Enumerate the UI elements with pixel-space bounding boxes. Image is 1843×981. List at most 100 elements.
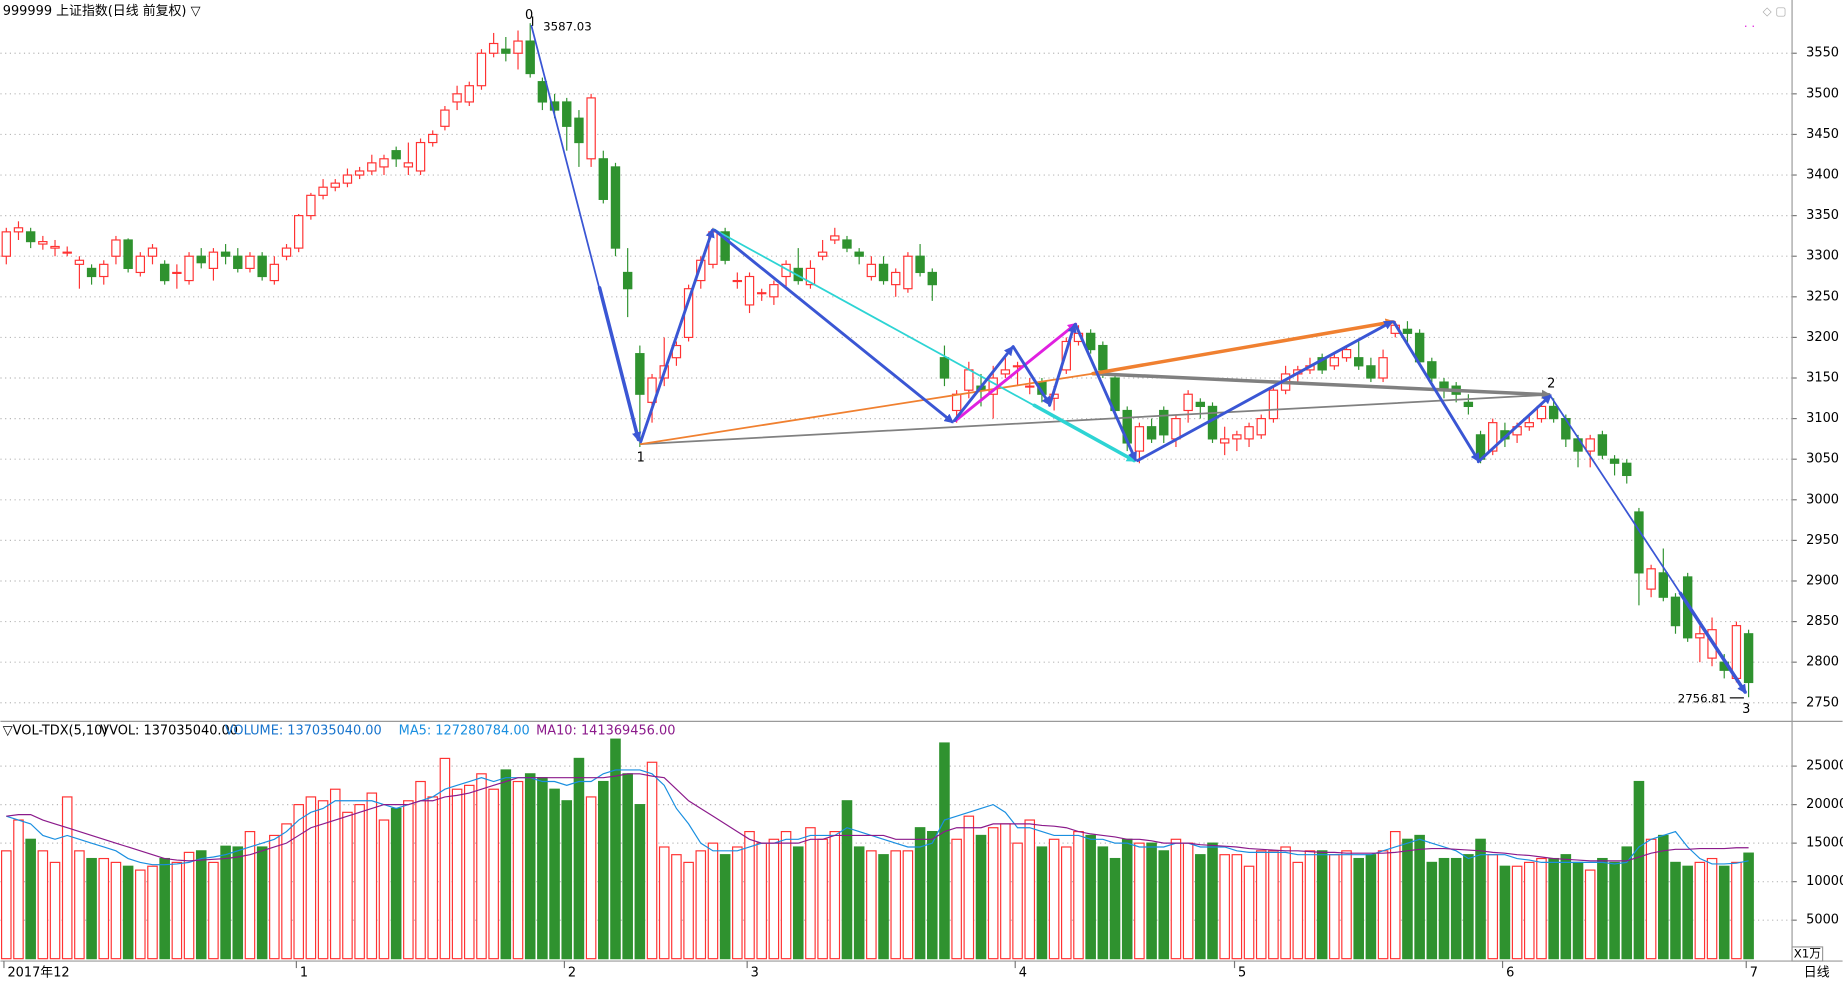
volume-bar	[792, 846, 804, 960]
volume-bar	[1560, 854, 1572, 960]
candle-body	[196, 255, 206, 264]
legend-entry: MA5: 127280784.00	[399, 723, 530, 738]
candle-body	[1085, 332, 1096, 351]
volume-bar	[403, 800, 414, 960]
volume-bar	[220, 845, 231, 960]
candle-body	[525, 40, 535, 75]
trend-line	[639, 393, 1550, 445]
candle-body	[1098, 344, 1108, 371]
volume-bar	[159, 857, 170, 960]
candle-body	[1000, 369, 1011, 375]
y-tick-label: 2800	[1806, 655, 1839, 670]
candle-body	[147, 247, 158, 257]
volume-bar	[390, 807, 402, 960]
volume-bar	[1048, 838, 1060, 960]
candle-body	[306, 194, 316, 217]
volume-bar	[281, 823, 292, 960]
volume-bar	[1170, 838, 1182, 960]
volume-bar	[1426, 861, 1438, 960]
volume-bar	[37, 850, 49, 960]
volume-bar	[951, 838, 962, 960]
volume-bar	[1109, 857, 1121, 960]
candle-body	[294, 215, 304, 249]
volume-bar	[1402, 838, 1413, 960]
volume-bar	[1450, 857, 1462, 960]
y-tick-label: 3000	[1806, 492, 1839, 507]
candle-body	[1658, 572, 1669, 598]
window-icons[interactable]: ◇ ▢	[1763, 4, 1787, 18]
candle-body	[1695, 633, 1705, 639]
trend-arrow	[1136, 320, 1394, 463]
candle-body	[1561, 418, 1571, 440]
volume-bar	[671, 854, 682, 960]
indicator-value: VVOL: 137035040.00	[100, 723, 238, 738]
candle-body	[903, 255, 913, 290]
x-tick-label: 6	[1506, 965, 1514, 980]
volume-bar	[500, 769, 512, 960]
volume-bar	[1584, 869, 1596, 960]
candle-body	[842, 239, 852, 249]
candle-body	[220, 251, 231, 257]
candle-body	[549, 101, 560, 111]
candle-body	[744, 275, 755, 306]
volume-bar	[427, 796, 439, 960]
y-tick-label: 2750	[1806, 695, 1839, 710]
y-tick-label: 3450	[1806, 127, 1839, 142]
volume-bar	[1316, 850, 1328, 960]
candle-body	[1171, 418, 1181, 440]
volume-bar	[1731, 861, 1742, 960]
volume-bar	[1, 850, 12, 960]
volume-bar	[1487, 854, 1499, 960]
candle-body	[367, 162, 377, 172]
candle-body	[732, 279, 743, 283]
trend-arrow	[1392, 320, 1480, 463]
trend-arrow	[952, 345, 1014, 423]
volume-bar	[1645, 838, 1657, 960]
volume-bar	[768, 838, 780, 960]
legend-entry: VOLUME: 137035040.00	[225, 723, 382, 738]
candle-body	[86, 267, 97, 278]
candle-body	[537, 81, 548, 103]
y-tick-label: 15000	[1806, 836, 1843, 851]
volume-bar	[1000, 823, 1011, 960]
annotation: 2	[1547, 377, 1555, 392]
candle-body	[513, 40, 523, 54]
volume-bar	[86, 857, 97, 960]
candle-body	[464, 85, 474, 103]
candle-body	[1317, 357, 1327, 371]
candle-body	[172, 271, 182, 274]
candle-body	[99, 263, 109, 278]
volume-bar	[1207, 842, 1218, 960]
annotation: 0	[525, 8, 533, 23]
candle-body	[1244, 426, 1254, 440]
candle-body	[756, 292, 767, 295]
volume-bar	[135, 869, 146, 960]
trend-arrow	[713, 228, 954, 424]
candle-body	[1146, 426, 1157, 440]
trend-arrow	[597, 286, 642, 442]
candle-body	[415, 141, 426, 172]
ma-line	[6, 773, 1749, 862]
volume-bar	[732, 846, 743, 960]
volume-bar	[1255, 850, 1267, 960]
candle-body	[391, 150, 401, 160]
volume-bar	[1389, 830, 1401, 960]
volume-bar	[74, 850, 85, 960]
y-tick-label: 3300	[1806, 249, 1839, 264]
candle-body	[598, 158, 609, 200]
candle-body	[257, 255, 267, 278]
candle-body	[1354, 357, 1364, 367]
volume-bar	[1024, 819, 1036, 960]
volume-bar	[1195, 854, 1206, 960]
trend-line	[1091, 371, 1552, 400]
y-tick-label: 3050	[1806, 452, 1839, 467]
candle-body	[610, 166, 621, 249]
volume-bar	[1609, 861, 1620, 960]
volume-bar	[817, 838, 828, 960]
candle-body	[318, 186, 328, 196]
marker-dots: · ·	[1744, 20, 1755, 34]
x-tick-label: 4	[1019, 965, 1027, 980]
x-tick-label: 5	[1238, 965, 1246, 980]
candle-body	[1219, 438, 1230, 444]
candle-body	[25, 231, 36, 243]
